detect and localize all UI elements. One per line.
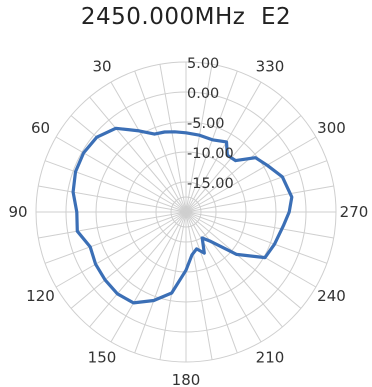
grid-spoke-60 bbox=[55, 136, 187, 213]
grid-spoke-40 bbox=[89, 96, 187, 213]
radial-tick-label: -15.00 bbox=[187, 176, 234, 192]
angle-label-210: 210 bbox=[256, 349, 285, 367]
grid-spoke-210 bbox=[185, 211, 262, 343]
grid-spoke-240 bbox=[185, 211, 317, 288]
grid-spoke-50 bbox=[70, 115, 187, 213]
grid-spoke-190 bbox=[185, 211, 213, 360]
angle-label-60: 60 bbox=[31, 119, 50, 137]
grid-spoke-250 bbox=[185, 211, 328, 264]
grid-spokes bbox=[36, 62, 336, 362]
radial-tick-label: 5.00 bbox=[187, 56, 219, 72]
grid-spoke-230 bbox=[185, 211, 302, 309]
grid-spoke-200 bbox=[185, 211, 238, 354]
angle-label-270: 270 bbox=[340, 203, 369, 221]
grid-spoke-150 bbox=[110, 211, 187, 343]
grid-spoke-20 bbox=[134, 70, 187, 213]
radial-tick-label: -10.00 bbox=[187, 146, 234, 162]
grid-spoke-350 bbox=[185, 64, 213, 213]
grid-spoke-130 bbox=[70, 211, 187, 309]
angle-label-240: 240 bbox=[317, 287, 346, 305]
grid-spoke-120 bbox=[55, 211, 187, 288]
grid-spoke-330 bbox=[185, 81, 262, 213]
grid-spoke-70 bbox=[44, 160, 187, 213]
grid-spoke-170 bbox=[159, 211, 187, 360]
series-line-0 bbox=[71, 126, 294, 305]
series-layer bbox=[71, 126, 294, 305]
radial-tick-label: -5.00 bbox=[187, 116, 225, 132]
grid-spoke-160 bbox=[134, 211, 187, 354]
angle-label-120: 120 bbox=[26, 287, 55, 305]
angle-label-150: 150 bbox=[88, 349, 117, 367]
radial-tick-label: 0.00 bbox=[187, 86, 219, 102]
grid-spoke-340 bbox=[185, 70, 238, 213]
grid-spoke-320 bbox=[185, 96, 283, 213]
angular-tick-labels: 30 60 90 120 150 180 210 240 270 300 330 bbox=[8, 58, 368, 387]
angle-label-90: 90 bbox=[8, 203, 27, 221]
grid-spoke-280 bbox=[185, 185, 334, 213]
angle-label-180: 180 bbox=[172, 371, 201, 387]
grid-spoke-10 bbox=[159, 64, 187, 213]
grid-spoke-30 bbox=[110, 81, 187, 213]
radial-tick-labels: -15.00 -10.00 -5.00 0.00 5.00 bbox=[187, 56, 234, 192]
angle-label-30: 30 bbox=[92, 58, 111, 76]
grid-spoke-300 bbox=[185, 136, 317, 213]
angle-label-330: 330 bbox=[256, 58, 285, 76]
angle-label-300: 300 bbox=[317, 119, 346, 137]
grid-spoke-220 bbox=[185, 211, 283, 328]
grid-spoke-100 bbox=[38, 211, 187, 239]
grid-spoke-140 bbox=[89, 211, 187, 328]
grid-spoke-310 bbox=[185, 115, 302, 213]
grid-spoke-80 bbox=[38, 185, 187, 213]
chart-title: 2450.000MHz E2 bbox=[80, 4, 292, 30]
grid-spoke-260 bbox=[185, 211, 334, 239]
grid-spoke-290 bbox=[185, 160, 328, 213]
grid-spoke-110 bbox=[44, 211, 187, 264]
